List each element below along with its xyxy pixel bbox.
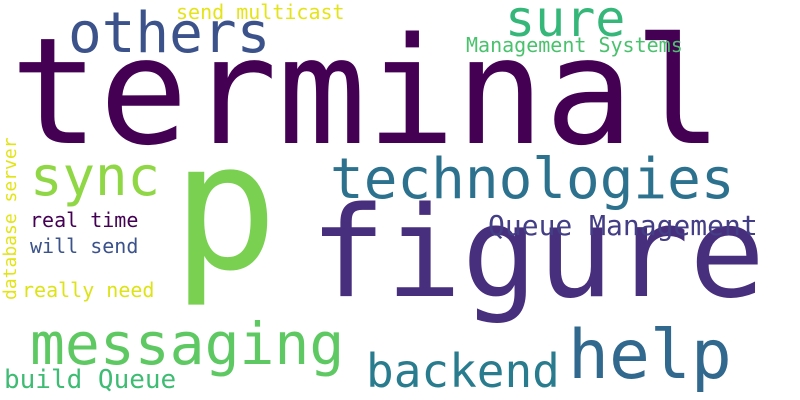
word-p: p	[172, 105, 278, 310]
word-sure: sure	[505, 0, 626, 48]
word-others: others	[68, 1, 271, 66]
word-really-need: really need	[22, 278, 155, 302]
word-terminal: terminal	[10, 6, 723, 178]
word-backend: backend	[366, 344, 560, 398]
word-figure: figure	[310, 179, 766, 326]
word-build-queue: build Queue	[4, 365, 177, 395]
word-will-send: will send	[30, 234, 139, 258]
word-help: help	[568, 316, 732, 395]
word-sync: sync	[30, 145, 161, 208]
word-real-time: real time	[30, 208, 139, 232]
word-database-server: database server	[0, 137, 21, 300]
word-management-systems: Management Systems	[466, 33, 683, 57]
word-send-multicast: send multicast	[176, 0, 345, 24]
word-technologies: technologies	[330, 147, 735, 212]
word-messaging: messaging	[30, 310, 345, 378]
word-queue-management: Queue Management	[488, 209, 758, 242]
